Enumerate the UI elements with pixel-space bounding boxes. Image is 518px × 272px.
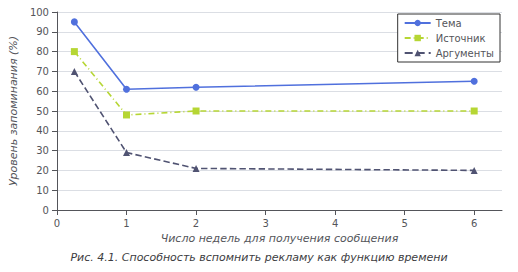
svg-text:70: 70 xyxy=(36,66,49,77)
svg-text:0: 0 xyxy=(43,205,49,216)
svg-text:80: 80 xyxy=(36,46,49,57)
svg-text:90: 90 xyxy=(36,26,49,37)
svg-text:50: 50 xyxy=(36,106,49,117)
svg-text:Аргументы: Аргументы xyxy=(436,48,494,59)
svg-text:0: 0 xyxy=(54,218,60,229)
svg-text:100: 100 xyxy=(30,7,49,18)
svg-text:40: 40 xyxy=(36,125,49,136)
svg-text:Число недель для получения соо: Число недель для получения сообщения xyxy=(161,232,399,245)
svg-text:30: 30 xyxy=(36,145,49,156)
svg-text:Рис. 4.1. Способность вспомнит: Рис. 4.1. Способность вспомнить рекламу … xyxy=(70,251,447,264)
svg-text:60: 60 xyxy=(36,86,49,97)
svg-text:2: 2 xyxy=(193,218,199,229)
svg-text:Уровень запоминания (%): Уровень запоминания (%) xyxy=(7,36,20,186)
svg-text:Источник: Источник xyxy=(436,33,486,44)
svg-text:Тема: Тема xyxy=(435,18,462,29)
svg-text:10: 10 xyxy=(36,185,49,196)
svg-text:20: 20 xyxy=(36,165,49,176)
svg-text:3: 3 xyxy=(262,218,268,229)
svg-text:1: 1 xyxy=(123,218,129,229)
svg-text:6: 6 xyxy=(471,218,477,229)
svg-text:5: 5 xyxy=(401,218,407,229)
svg-text:4: 4 xyxy=(332,218,338,229)
